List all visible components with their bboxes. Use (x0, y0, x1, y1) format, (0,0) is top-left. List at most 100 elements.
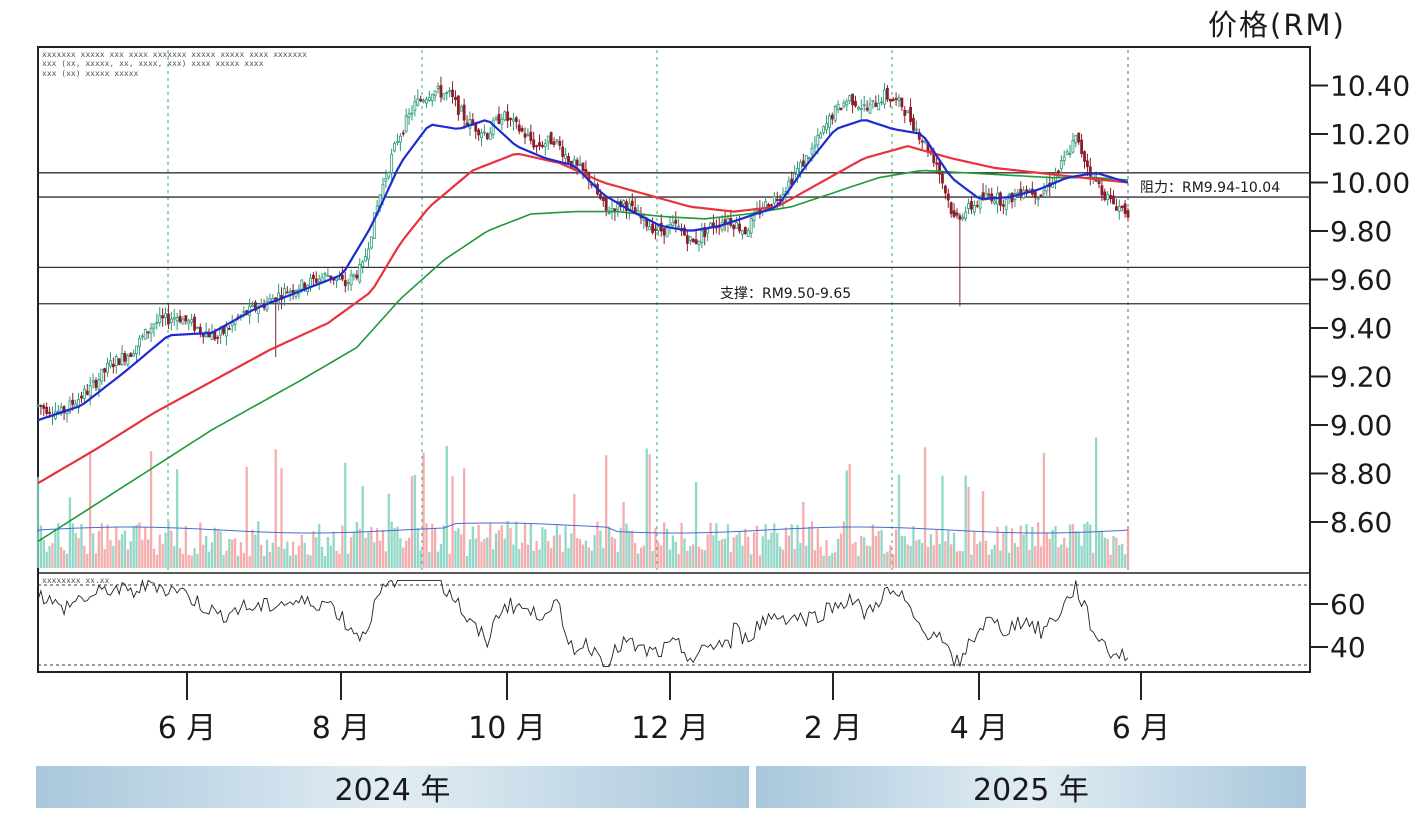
volume-bar (1036, 522, 1040, 568)
candle-body (268, 297, 272, 302)
volume-bar (741, 545, 744, 568)
candle-body (659, 222, 663, 232)
volume-bar (903, 536, 906, 568)
volume-bar (51, 543, 54, 568)
volume-bar (720, 539, 724, 568)
candle-body (885, 87, 889, 100)
volume-bar (552, 535, 556, 568)
candle-body (549, 132, 553, 145)
candle-body (430, 94, 434, 102)
volume-bar (462, 468, 466, 568)
volume-bar (764, 524, 767, 568)
volume-bar (193, 548, 196, 568)
volume-bar (164, 532, 167, 568)
volume-bar (370, 527, 373, 568)
volume-bar (726, 524, 730, 568)
candle-body (648, 226, 652, 231)
candle-body (993, 200, 997, 204)
volume-bar (271, 542, 274, 568)
volume-bar (622, 501, 625, 568)
volume-bar (1074, 530, 1077, 568)
volume-bar (964, 475, 967, 568)
candle-body (741, 230, 744, 235)
volume-bar (578, 538, 582, 568)
volume-bar (1109, 554, 1112, 568)
candle-body (309, 277, 312, 287)
volume-bar (454, 530, 457, 568)
volume-bar (300, 535, 303, 568)
volume-bar (402, 547, 405, 568)
y-tick-label: 8.60 (1330, 506, 1392, 539)
candle-body (833, 106, 837, 121)
volume-bar (602, 547, 605, 568)
volume-bar (123, 530, 127, 568)
volume-ma-line (37, 522, 1129, 534)
volume-bar (825, 540, 828, 568)
x-month-label: 12 月 (631, 711, 709, 746)
volume-bar (1080, 545, 1083, 568)
candle-body (175, 317, 179, 322)
candle-body (564, 154, 568, 159)
volume-bar (289, 555, 292, 568)
candle-body (436, 86, 440, 89)
candle-body (367, 248, 370, 260)
svg-text:xxx (xx, xxxxx, xx, xxxx, xxx): xxx (xx, xxxxx, xx, xxxx, xxx) xxxx xxxx… (42, 59, 264, 68)
candle-body (187, 320, 191, 324)
volume-bar (138, 522, 141, 568)
candle-body (216, 336, 220, 339)
volume-bar (436, 551, 440, 568)
volume-bar (518, 549, 521, 568)
resistance-label: 阻力：RM9.94-10.04 (1140, 180, 1280, 196)
volume-bar (587, 547, 590, 568)
volume-bar (239, 542, 243, 568)
volume-bar (1016, 546, 1019, 568)
candle-body (665, 225, 669, 238)
volume-bar (396, 526, 399, 568)
volume-bar (503, 538, 506, 568)
candle-body (39, 404, 43, 407)
candle-body (677, 225, 681, 228)
volume-bar (868, 546, 872, 568)
volume-bar (448, 553, 451, 568)
candle-body (425, 98, 428, 104)
volume-bar (651, 550, 654, 568)
candle-body (900, 97, 904, 108)
volume-bar (976, 543, 979, 568)
candle-body (448, 90, 452, 93)
volume-bar (935, 529, 938, 568)
volume-bar (242, 552, 245, 568)
volume-bar (74, 533, 77, 568)
candle-body (914, 128, 918, 131)
volume-bar (790, 524, 793, 568)
candle-body (1077, 132, 1081, 143)
volume-bar (952, 532, 956, 568)
candle-body (462, 104, 466, 121)
volume-bar (538, 549, 541, 568)
volume-bar (376, 528, 379, 568)
x-month-label: 6 月 (158, 711, 217, 746)
candle-body (500, 118, 504, 125)
volume-bar (86, 553, 89, 568)
volume-bar (573, 493, 576, 568)
candle-body (949, 202, 953, 215)
candle-body (581, 162, 585, 172)
candle-body (894, 97, 898, 100)
volume-bar (442, 525, 446, 568)
volume-bar (703, 550, 706, 568)
volume-bar (54, 528, 57, 568)
candle-body (140, 335, 144, 338)
candle-body (1062, 156, 1066, 161)
volume-bar (1068, 524, 1072, 568)
volume-bar (648, 454, 651, 568)
candle-body (535, 145, 539, 148)
volume-bar (634, 542, 637, 568)
volume-bar (173, 546, 176, 568)
candle-body (1071, 140, 1075, 153)
ma-blue-line (37, 119, 1129, 422)
candle-body (517, 124, 521, 132)
candle-body (801, 160, 805, 167)
volume-bar (120, 534, 124, 568)
volume-bar (71, 523, 74, 568)
volume-bar (167, 521, 170, 568)
candle-body (920, 140, 924, 143)
